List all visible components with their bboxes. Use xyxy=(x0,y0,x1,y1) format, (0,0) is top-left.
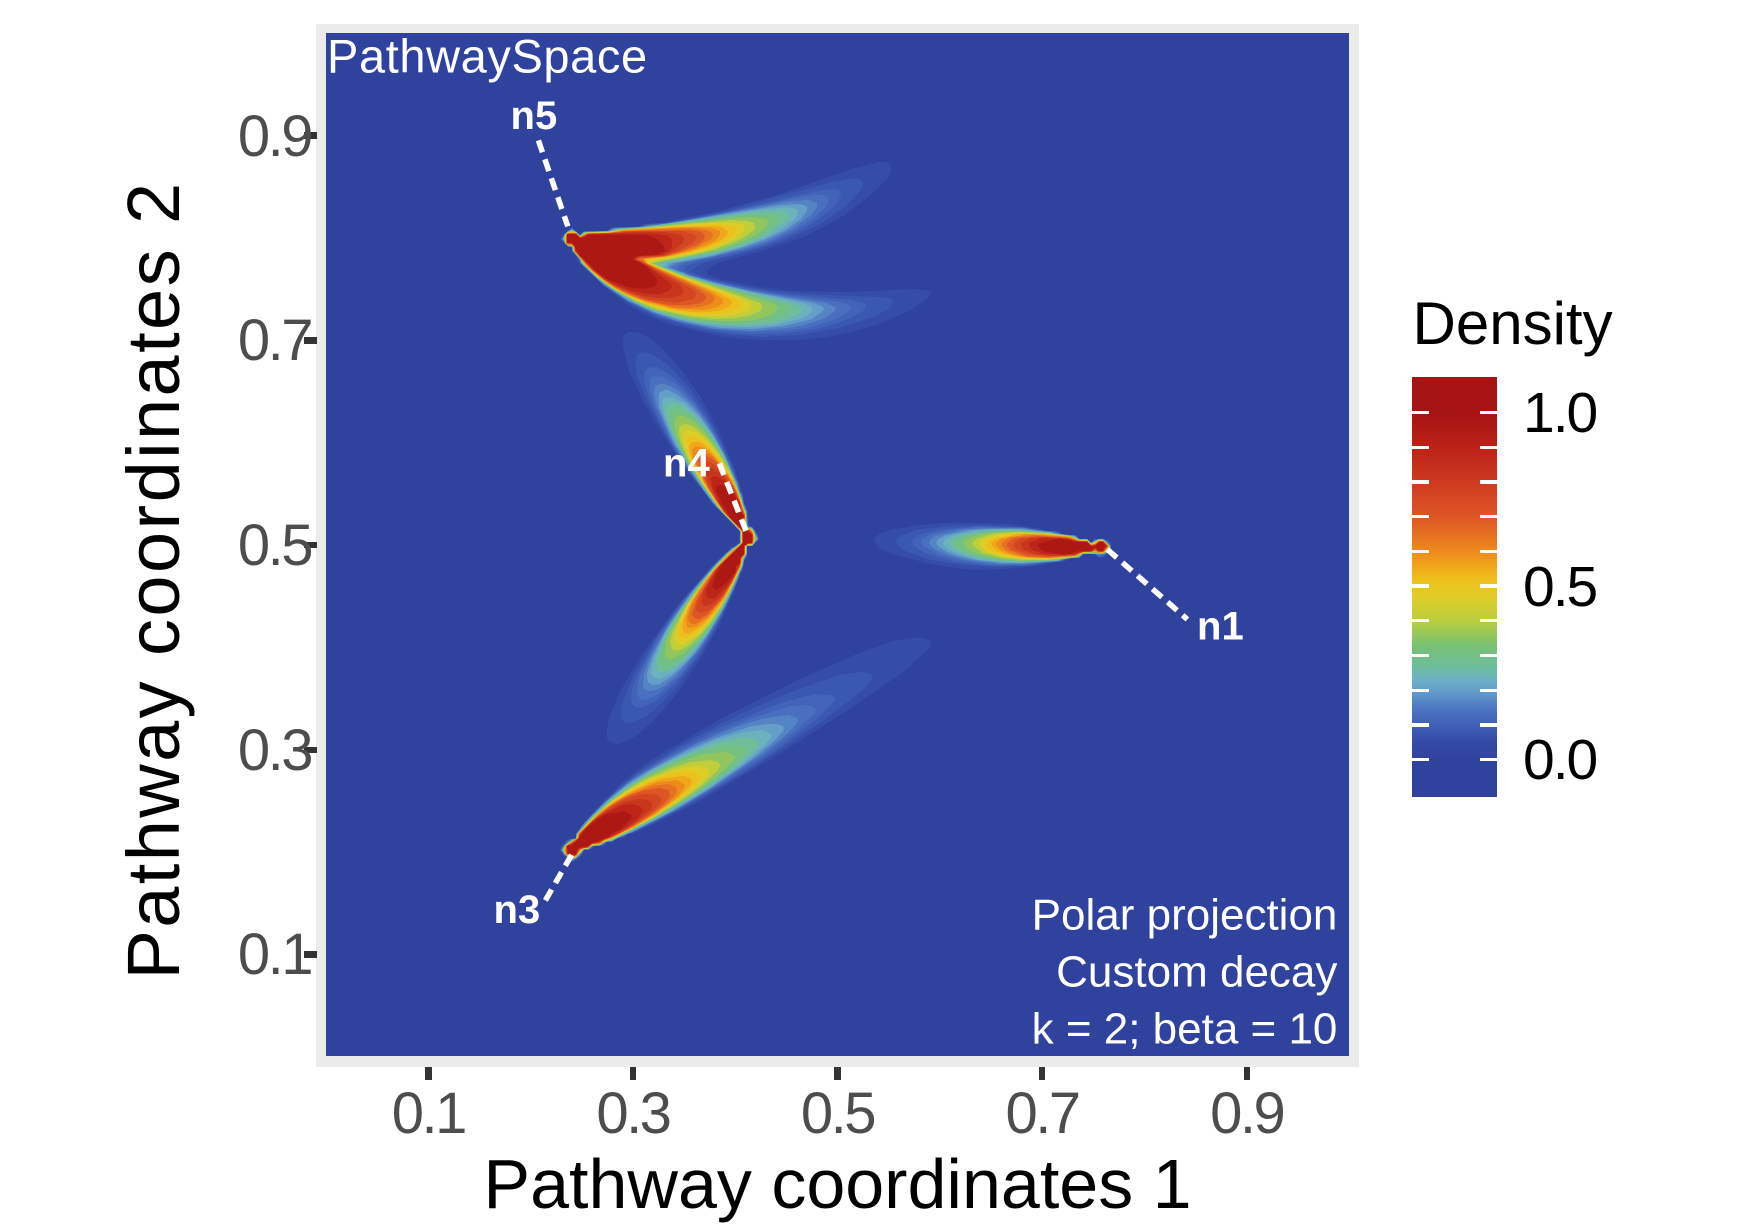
svg-text:n4: n4 xyxy=(663,441,710,485)
svg-text:n3: n3 xyxy=(493,888,540,932)
svg-text:Custom decay: Custom decay xyxy=(1056,947,1337,996)
svg-text:Polar projection: Polar projection xyxy=(1031,890,1337,939)
svg-text:PathwaySpace: PathwaySpace xyxy=(327,33,648,83)
svg-text:k = 2; beta = 10: k = 2; beta = 10 xyxy=(1031,1004,1337,1053)
svg-text:n1: n1 xyxy=(1197,604,1244,648)
svg-text:n5: n5 xyxy=(510,94,557,138)
